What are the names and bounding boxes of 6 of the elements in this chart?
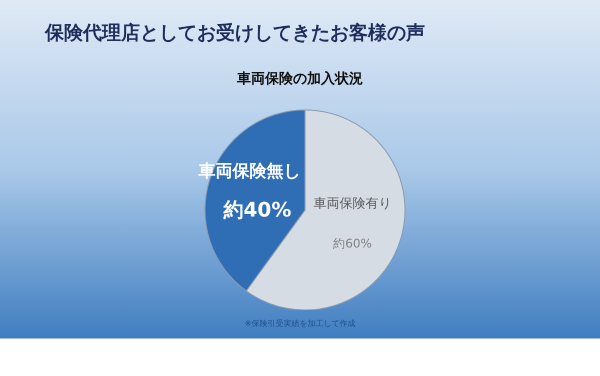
chart-title: 保険代理店としてお受けしてきたお客様の声 (45, 21, 425, 46)
chart-subtitle: 車両保険の加入状況 (236, 70, 364, 88)
slice-label: 車両保険有り (314, 196, 392, 212)
data-label: 約60% (333, 236, 372, 250)
data-label: 約40% (222, 198, 292, 222)
text: ※保険引受実績を加工して作成 (244, 318, 356, 329)
